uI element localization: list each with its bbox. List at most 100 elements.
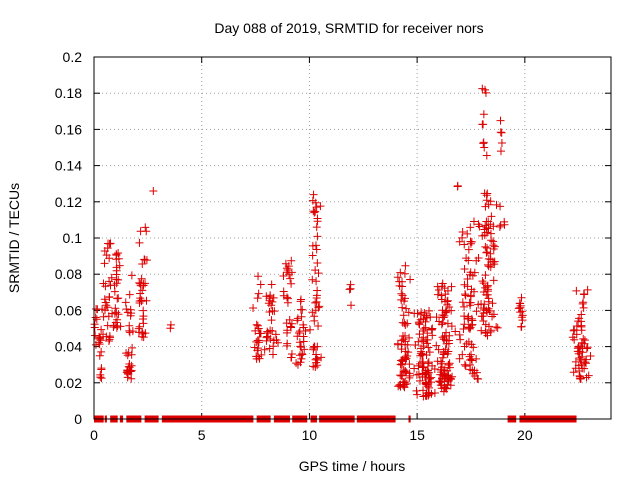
data-point [126,366,135,375]
data-point [279,291,288,300]
data-point [346,280,355,289]
data-point [90,323,99,332]
data-point [125,290,134,299]
data-point [443,349,452,358]
data-point [428,361,437,370]
data-point [422,380,431,389]
data-point [474,254,483,263]
data-point [107,273,116,282]
data-point [460,320,469,329]
data-point [413,390,422,399]
data-point [415,330,424,339]
data-point [468,369,477,378]
data-point [584,371,593,380]
data-point [479,279,488,288]
data-point [486,197,495,206]
data-point [310,208,319,217]
data-point [295,327,304,336]
y-tick-label: 0.16 [55,121,82,137]
data-point [572,330,581,339]
data-point [100,295,109,304]
data-point [423,366,432,375]
data-point [586,351,595,360]
data-point [401,261,410,270]
data-point [313,217,322,226]
data-point [105,293,114,302]
data-point [484,254,493,263]
data-point [482,151,491,160]
data-point [422,313,431,322]
data-point [460,264,469,273]
data-point [403,351,412,360]
data-point [105,239,114,248]
data-point [287,353,296,362]
data-point [451,327,460,336]
data-point [140,255,149,264]
data-point [458,298,467,307]
data-point [423,359,432,368]
data-point [271,330,280,339]
data-point [264,299,273,308]
data-point [272,336,281,345]
data-point [436,377,445,386]
data-point [254,344,263,353]
data-point [493,323,502,332]
data-point [478,312,487,321]
data-point [397,289,406,298]
data-point [142,227,151,236]
y-tick-label: 0.14 [55,158,82,174]
data-point [113,294,122,303]
data-point [299,320,308,329]
data-point [468,366,477,375]
data-point [292,359,301,368]
grid-lines [94,57,611,419]
data-point [580,364,589,373]
data-point [282,341,291,350]
data-point [114,249,123,258]
data-point [95,340,104,349]
data-point [496,116,505,125]
y-tick-label: 0.06 [55,302,82,318]
data-point [466,268,475,277]
data-point [400,269,409,278]
data-point [293,316,302,325]
data-point [405,360,414,369]
data-point [396,371,405,380]
data-point [308,251,317,260]
data-point [97,364,106,373]
data-point [460,240,469,249]
data-point [105,335,114,344]
data-point [496,147,505,156]
data-points [90,84,595,401]
data-point [393,340,402,349]
data-point [443,380,452,389]
data-point [393,273,402,282]
data-point [437,357,446,366]
data-point [432,341,441,350]
x-tick-label: 20 [517,427,533,443]
data-point [312,245,321,254]
data-point [443,296,452,305]
data-point [268,350,277,359]
data-point [110,309,119,318]
data-point [122,305,131,314]
data-point [254,272,263,281]
data-point [127,271,136,280]
data-point [515,299,524,308]
data-point [435,317,444,326]
data-point [315,302,324,311]
data-point [294,328,303,337]
data-point [483,248,492,257]
data-point [578,299,587,308]
data-point [475,222,484,231]
data-point [495,222,504,231]
tick-labels: 0 0.02 0.04 0.06 0.08 0.1 0.12 0.14 0.16 0.18 0.2 0… [55,49,533,443]
data-point [313,232,322,241]
data-point [492,322,501,331]
data-point [405,333,414,342]
data-point [582,359,591,368]
y-tick-label: 0.1 [63,230,83,246]
data-point [410,364,419,373]
data-point [347,301,356,310]
